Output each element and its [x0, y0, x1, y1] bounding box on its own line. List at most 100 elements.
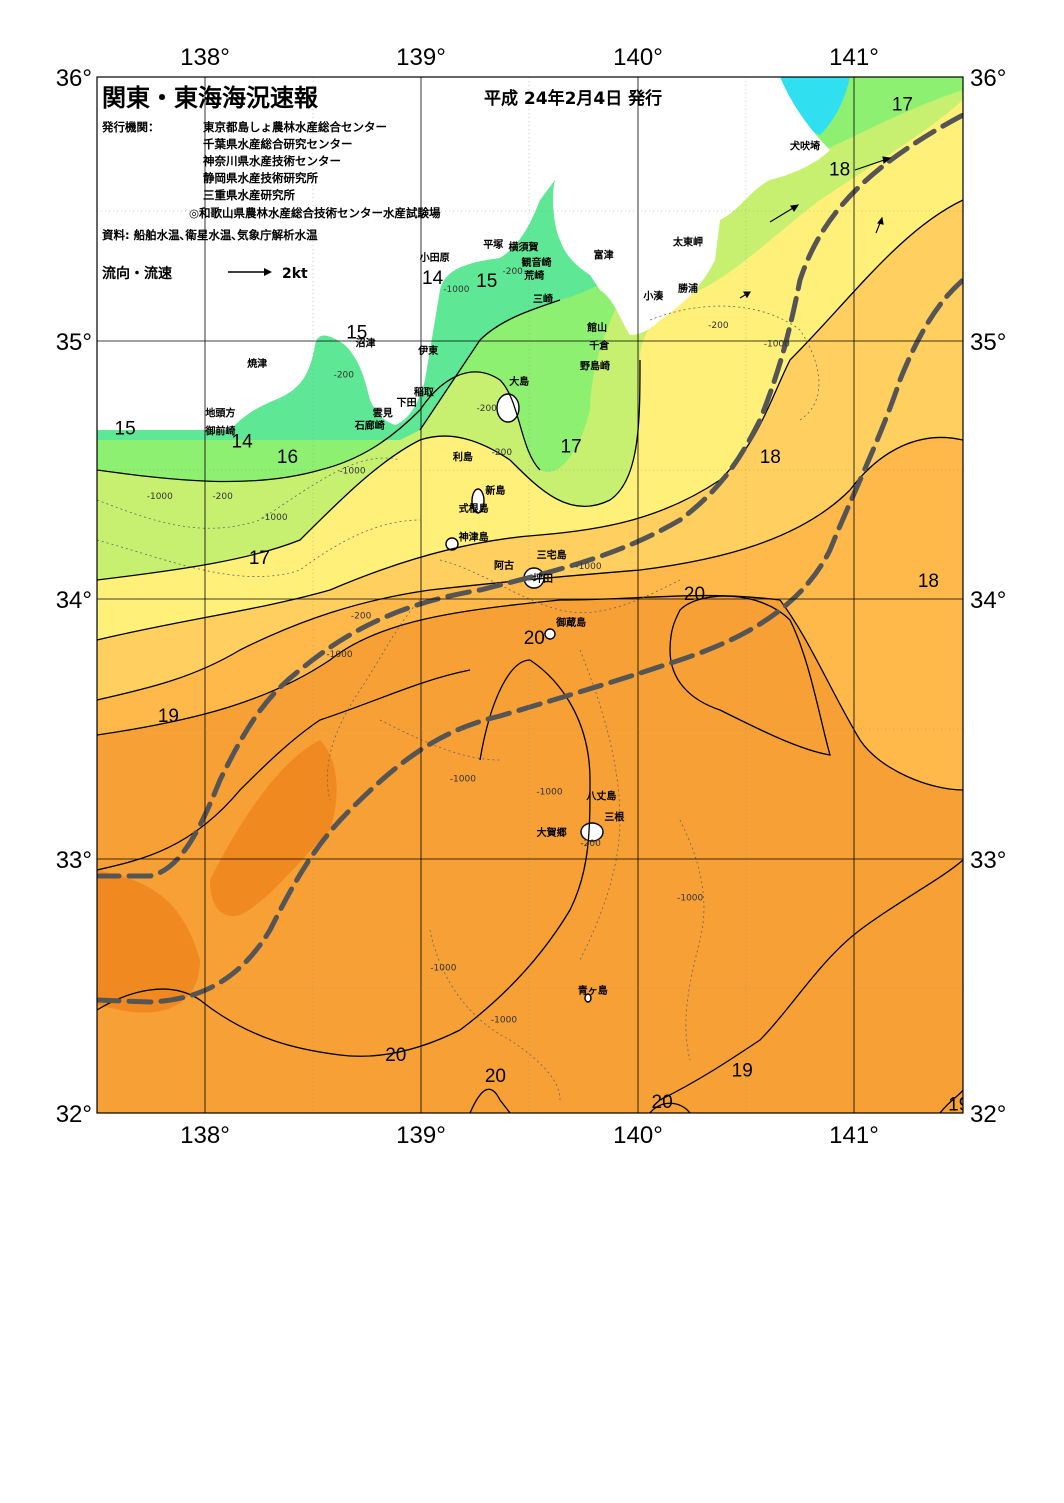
temperature-label: 15 [115, 418, 136, 439]
depth-label: -200 [212, 492, 233, 502]
lat-labels-left: 36° 35° 34° 33° 32° [56, 65, 92, 1128]
place-label: 坪田 [533, 572, 553, 585]
map-title: 関東・東海海況速報 [102, 84, 319, 112]
temperature-label: 19 [158, 706, 179, 727]
place-label: 神津島 [459, 531, 489, 544]
island-aogashima [584, 993, 592, 1003]
temperature-label: 17 [249, 548, 270, 569]
map-plot: -200 -1000 -200 -200 -200 -1000 -200 -1000 -1000… [97, 77, 969, 1115]
temperature-label: 14 [232, 431, 254, 452]
place-label: 新島 [485, 484, 505, 497]
lon-label-bottom: 140° [613, 1122, 663, 1149]
depth-label: -200 [351, 611, 372, 621]
lon-labels-bottom: 138° 139° 140° 141° [180, 1122, 879, 1149]
depth-label: -1000 [339, 466, 365, 476]
legend-arrow-head [264, 268, 272, 276]
bathymetry [97, 305, 820, 1101]
place-label: 御前崎 [204, 424, 235, 437]
current-arrows [739, 156, 892, 299]
issue-date: 平成 24年2月4日 発行 [484, 88, 662, 109]
place-label: 三宅島 [537, 549, 567, 562]
depth-label: -1000 [677, 894, 703, 904]
island-oshima [496, 393, 520, 423]
lat-label-right: 35° [970, 329, 1006, 356]
temperature-label: 18 [918, 571, 939, 592]
depth-label: -200 [476, 404, 497, 414]
place-label: 千倉 [589, 339, 610, 352]
issuer-label: 発行機関： [101, 120, 160, 134]
issuer-item: 神奈川県水産技術センター [203, 154, 341, 168]
place-label: 沼津 [356, 336, 376, 349]
place-label: 利島 [453, 450, 473, 463]
lat-label-right: 34° [970, 587, 1006, 614]
place-label: 平塚 [483, 238, 503, 251]
place-label: 式根島 [459, 502, 489, 515]
place-label: 石廊崎 [354, 419, 385, 432]
place-label: 横須賀 [509, 241, 539, 254]
temperature-label: 15 [346, 323, 367, 344]
lon-label-top: 138° [180, 44, 230, 71]
depth-label: -200 [708, 321, 729, 331]
lat-labels-right: 36° 35° 34° 33° 32° [970, 65, 1006, 1128]
place-label: 観音崎 [522, 256, 552, 269]
temperature-label: 18 [760, 447, 781, 468]
depth-label: -200 [580, 839, 601, 849]
place-label: 御蔵島 [555, 616, 586, 629]
kuroshio-axis [97, 112, 963, 1005]
lon-label-bottom: 141° [829, 1122, 879, 1149]
depth-label: -200 [334, 370, 355, 380]
place-label: 小田原 [419, 251, 450, 264]
island-niijima [471, 488, 485, 514]
temperature-label: 16 [277, 447, 298, 468]
depth-label: -1000 [147, 492, 173, 502]
issuer-item: 三重県水産研究所 [203, 188, 295, 202]
place-label: 地頭方 [205, 406, 235, 419]
lat-label-left: 35° [56, 329, 92, 356]
place-label: 三崎 [533, 292, 553, 305]
lat-label-right: 36° [970, 65, 1006, 92]
temperature-label: 19 [948, 1094, 969, 1115]
lon-label-top: 140° [613, 44, 663, 71]
island-hachijojima [580, 822, 604, 842]
place-label: 青ヶ島 [578, 984, 608, 997]
place-label: 大賀郷 [537, 826, 567, 839]
place-label: 下田 [397, 397, 417, 409]
temperature-label: 20 [652, 1092, 673, 1113]
place-label: 大島 [509, 375, 529, 388]
plot-frame [96, 76, 964, 1114]
issuer-item: 千葉県水産総合研究センター [203, 137, 353, 151]
place-label: 太東岬 [672, 235, 703, 248]
depth-label: -1000 [261, 513, 287, 523]
lat-label-right: 33° [970, 847, 1006, 874]
temperature-label: 20 [524, 628, 545, 649]
place-label: 犬吠埼 [790, 140, 820, 153]
place-label: 野島崎 [580, 360, 610, 373]
lat-label-left: 33° [56, 847, 92, 874]
lat-label-left: 32° [56, 1101, 92, 1128]
place-label: 焼津 [247, 357, 267, 370]
legend-scale: 2kt [282, 266, 308, 282]
place-label: 三根 [604, 810, 624, 823]
temperature-label: 14 [422, 268, 444, 289]
depth-label: -1000 [443, 285, 469, 295]
depth-label: -1000 [430, 964, 456, 974]
lon-label-bottom: 139° [396, 1122, 446, 1149]
place-label: 館山 [586, 321, 607, 334]
lat-label-left: 34° [56, 587, 92, 614]
land-honshu [97, 77, 830, 430]
island-kozushima [445, 537, 459, 551]
temperature-label: 18 [829, 159, 850, 180]
data-source: 資料: 船舶水温､衛星水温､気象庁解析水温 [102, 228, 318, 242]
water-21-west [97, 870, 200, 1013]
lat-label-right: 32° [970, 1101, 1006, 1128]
water-21-core [210, 740, 337, 916]
depth-labels: -200 -1000 -200 -200 -200 -1000 -200 -1000 -1000… [147, 267, 790, 1026]
depth-label: -1000 [326, 650, 352, 660]
depth-label: -200 [502, 267, 523, 277]
depth-label: -1000 [764, 339, 790, 349]
lon-labels-top: 138° 139° 140° 141° [180, 44, 879, 71]
depth-label: -1000 [450, 775, 476, 785]
place-label: 勝浦 [678, 282, 698, 295]
